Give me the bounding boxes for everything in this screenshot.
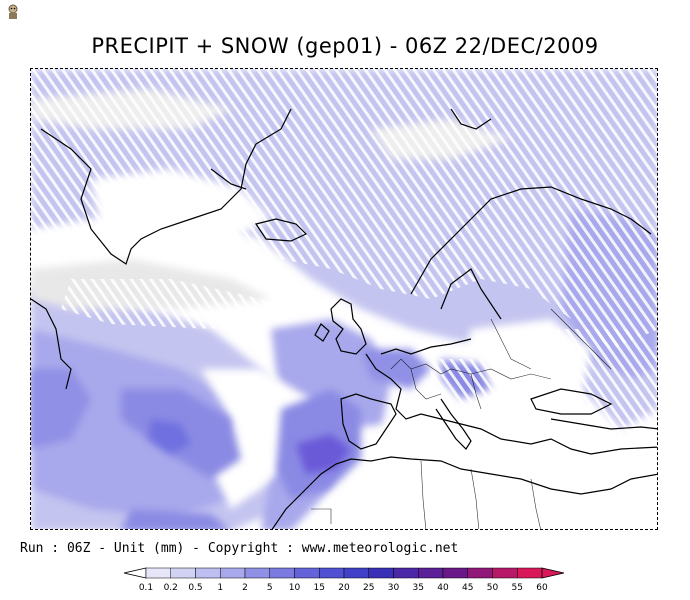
colorbar-tick-label: 0.5 — [188, 583, 202, 593]
colorbar-tick-label: 30 — [388, 583, 400, 593]
colorbar-cell — [145, 567, 171, 579]
coastlines — [31, 108, 657, 529]
colorbar-cell — [368, 567, 394, 579]
colorbar-cell — [442, 567, 468, 579]
colorbar-tick-label: 40 — [437, 583, 449, 593]
colorbar-cell — [467, 567, 493, 579]
colorbar-legend: 0.1 0.2 0.5 1 2 5 10 15 20 25 30 35 40 45 50 55 60 — [123, 567, 565, 593]
colorbar-tick-label: 0.1 — [139, 583, 153, 593]
colorbar-cell — [393, 567, 419, 579]
colorbar-tick-label: 0.2 — [164, 583, 178, 593]
country-borders — [311, 308, 612, 529]
colorbar-cell — [517, 567, 543, 579]
colorbar-arrow-right — [541, 567, 565, 579]
colorbar-tick-label: 25 — [363, 583, 374, 593]
colorbar-tick-label: 1 — [217, 583, 223, 593]
colorbar-cell — [294, 567, 320, 579]
colorbar-cell — [343, 567, 369, 579]
colorbar-cell — [220, 567, 246, 579]
colorbar-cell — [418, 567, 444, 579]
colorbar-tick-label: 55 — [512, 583, 523, 593]
colorbar-tick-label: 2 — [242, 583, 248, 593]
colorbar-arrow-left — [123, 567, 147, 579]
person-icon — [6, 4, 20, 20]
colorbar-cell — [492, 567, 518, 579]
precipitation-map — [31, 69, 657, 529]
colorbar-tick-label: 50 — [487, 583, 499, 593]
colorbar-tick-label: 15 — [314, 583, 325, 593]
map-title: PRECIPIT + SNOW (gep01) - 06Z 22/DEC/200… — [91, 34, 599, 58]
colorbar-tick-label: 60 — [536, 583, 548, 593]
colorbar-tick-label: 10 — [289, 583, 301, 593]
colorbar-tick-label: 5 — [267, 583, 273, 593]
colorbar-cell — [170, 567, 196, 579]
colorbar-cell — [269, 567, 295, 579]
colorbar-tick-label: 20 — [338, 583, 350, 593]
snow-hatching — [31, 69, 657, 459]
colorbar-cell — [244, 567, 270, 579]
colorbar-tick-label: 35 — [413, 583, 424, 593]
colorbar-cell — [195, 567, 221, 579]
colorbar-cell — [319, 567, 345, 579]
colorbar-tick-label: 45 — [462, 583, 473, 593]
copyright-footer: Run : 06Z - Unit (mm) - Copyright : www.… — [20, 541, 459, 556]
map-panel[interactable] — [30, 68, 658, 530]
